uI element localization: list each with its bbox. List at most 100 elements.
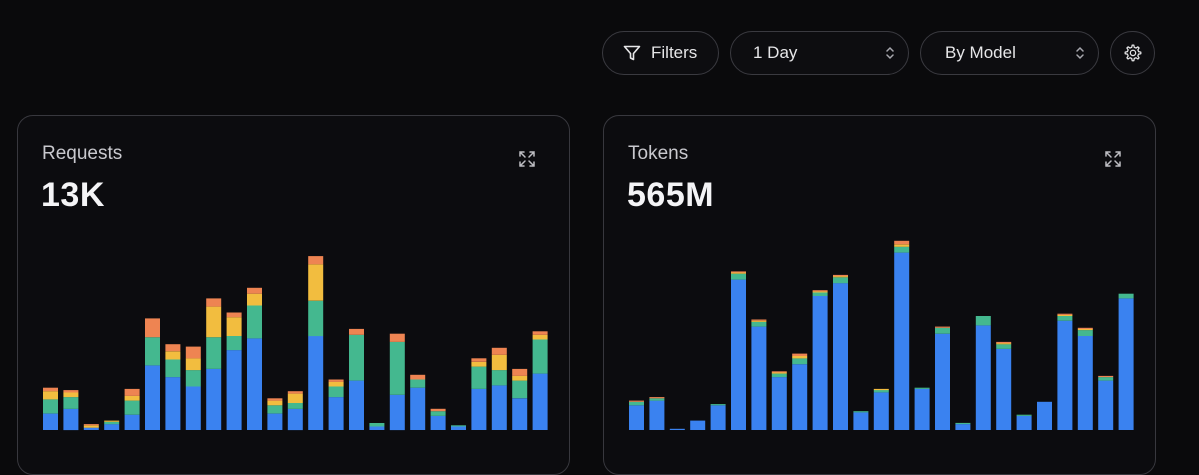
bar-segment [833, 283, 848, 430]
time-range-select[interactable]: 1 Day [730, 31, 909, 75]
bar-segment [145, 318, 160, 338]
bar-segment [185, 346, 201, 359]
bar-segment [83, 427, 99, 430]
bar-segment [247, 338, 262, 430]
bar-segment [771, 373, 787, 378]
bar-segment [471, 361, 487, 367]
requests-title: Requests [42, 143, 123, 164]
toolbar: Filters 1 Day By Model [602, 31, 1155, 75]
bar-segment [792, 364, 808, 430]
bar-segment [247, 293, 262, 306]
tokens-card: Tokens 565M [603, 115, 1156, 475]
requests-card: Requests 13K [17, 115, 570, 475]
bar-segment [124, 388, 140, 396]
settings-button[interactable] [1110, 31, 1155, 75]
bar-segment [206, 337, 222, 369]
bar-segment [649, 397, 665, 399]
bar-segment [812, 292, 828, 296]
bar-segment [410, 387, 426, 430]
bar-segment [349, 334, 364, 381]
bar-segment [833, 277, 848, 284]
chevron-up-down-icon [886, 46, 894, 60]
bar-segment [471, 388, 487, 430]
bar-segment [894, 244, 910, 247]
bar-segment [430, 408, 446, 412]
bar-segment [124, 400, 140, 415]
bar-segment [369, 426, 385, 430]
bar-segment [1016, 414, 1032, 416]
bar-segment [491, 354, 507, 371]
bar-segment [771, 372, 787, 374]
bar-segment [812, 291, 828, 293]
bar-segment [430, 411, 446, 416]
bar-segment [369, 423, 385, 427]
bar-segment [1057, 314, 1073, 316]
bar-segment [410, 379, 426, 388]
tokens-title: Tokens [628, 143, 689, 164]
time-range-value: 1 Day [753, 43, 798, 62]
bar-segment [451, 425, 466, 427]
bar-segment [935, 327, 950, 334]
bar-segment [629, 400, 644, 402]
bar-segment [512, 375, 528, 381]
bar-segment [914, 387, 930, 389]
bar-segment [226, 317, 242, 336]
bar-segment [145, 365, 160, 430]
bar-segment [410, 374, 426, 380]
bar-segment [287, 393, 303, 403]
bar-segment [308, 336, 324, 430]
bar-segment [104, 424, 120, 430]
bar-segment [63, 397, 79, 409]
bar-segment [471, 366, 487, 389]
bar-segment [308, 300, 324, 337]
bar-segment [512, 380, 528, 399]
bar-segment [1118, 293, 1134, 299]
bar-segment [833, 276, 848, 278]
gear-icon [1124, 44, 1141, 62]
requests-value: 13K [41, 176, 105, 214]
bar-segment [731, 272, 746, 274]
bar-segment [165, 359, 181, 378]
bar-segment [267, 413, 283, 430]
bar-segment [751, 321, 767, 327]
bar-segment [43, 391, 58, 400]
bar-segment [649, 400, 665, 430]
bar-segment [771, 377, 787, 430]
bar-segment [267, 400, 283, 406]
bar-segment [185, 370, 201, 387]
bar-segment [43, 399, 58, 414]
bar-segment [996, 348, 1012, 430]
bar-segment [1037, 401, 1052, 430]
bar-segment [894, 252, 910, 430]
bar-segment [1118, 298, 1134, 430]
bar-segment [629, 401, 644, 406]
expand-icon[interactable] [1103, 149, 1123, 169]
bar-segment [751, 320, 767, 322]
bar-segment [833, 274, 848, 277]
bar-segment [751, 319, 767, 321]
bar-segment [812, 296, 828, 430]
bar-segment [532, 331, 548, 335]
bar-segment [914, 388, 930, 430]
bar-segment [873, 392, 889, 430]
bar-segment [532, 373, 548, 430]
bar-segment [512, 368, 528, 376]
bar-segment [226, 312, 242, 318]
bar-segment [185, 386, 201, 430]
filters-button[interactable]: Filters [602, 31, 719, 75]
bar-segment [328, 386, 344, 398]
bar-segment [328, 379, 344, 382]
bar-segment [328, 397, 344, 430]
expand-icon[interactable] [517, 149, 537, 169]
bar-segment [935, 333, 950, 430]
bar-segment [710, 404, 726, 406]
bar-segment [1098, 375, 1114, 378]
bar-segment [955, 424, 971, 430]
bar-segment [349, 328, 364, 335]
bar-segment [63, 390, 79, 393]
requests-chart [43, 256, 548, 431]
bar-segment [185, 358, 201, 371]
bar-segment [1016, 415, 1032, 430]
tokens-value: 565M [627, 176, 715, 214]
group-by-select[interactable]: By Model [920, 31, 1099, 75]
